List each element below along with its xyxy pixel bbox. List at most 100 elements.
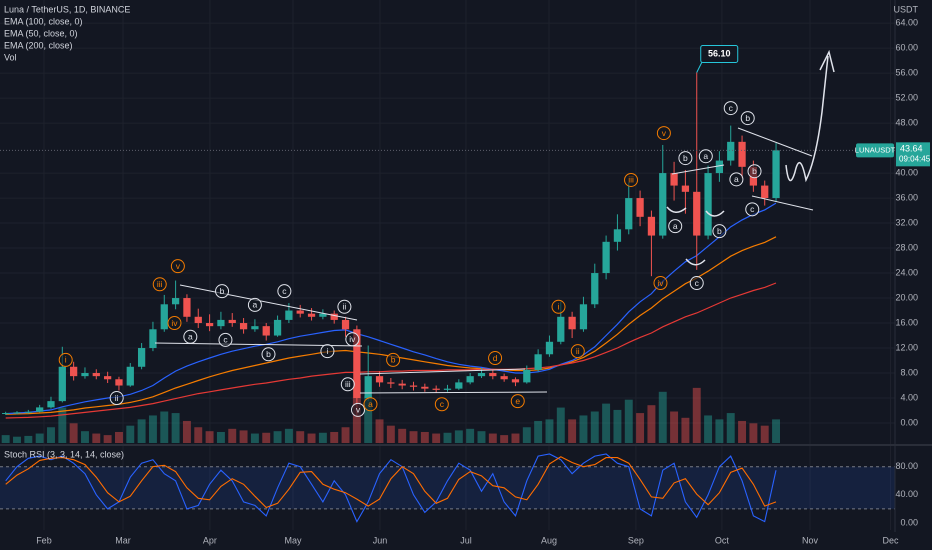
plot-area: [0, 72, 895, 523]
volume-bar: [103, 435, 112, 443]
wave-label-circle: [351, 402, 365, 417]
candle-body: [681, 185, 690, 192]
candle-body: [24, 411, 32, 413]
arrow-head: [819, 49, 835, 73]
wave-label-circle: [723, 101, 738, 116]
candle-body: [2, 413, 10, 415]
candle-body: [92, 373, 100, 377]
candle-body: [364, 376, 372, 399]
wave-label: iii: [628, 175, 634, 185]
volume-bar: [58, 407, 67, 443]
x-tick-label: May: [284, 535, 302, 545]
candle-body: [432, 388, 440, 390]
wave-label: b: [745, 113, 750, 123]
labels: 0.00 4.00 8.00 12.00 16.00 20.00 24.00 28.00 32.…: [36, 17, 930, 545]
volume-bar: [466, 428, 475, 443]
candle-body: [727, 141, 735, 161]
wave-label-circle: [745, 202, 760, 217]
candle-body: [772, 150, 780, 199]
y-tick-label: 64.00: [895, 17, 918, 27]
y-tick-label: 56.00: [895, 67, 918, 77]
candle-body: [715, 160, 724, 174]
volume-bar: [556, 407, 565, 443]
volume-bar: [216, 431, 225, 443]
volume-bar: [534, 420, 543, 443]
symbol-tag-label: LUNAUSDT: [855, 145, 896, 154]
wave-label-circle: [345, 332, 360, 347]
volume-bar: [772, 419, 781, 443]
rsi-tick-label: 80.00: [895, 461, 918, 471]
callout-pointer: [696, 62, 703, 73]
volume-bar: [613, 409, 622, 443]
wave-label: b: [220, 286, 225, 296]
candle-body: [228, 319, 236, 324]
wave-label: i: [65, 355, 67, 365]
candle-body: [647, 216, 656, 236]
wave-label-circle: [277, 284, 292, 299]
volume-bar: [658, 391, 667, 443]
volume-bar: [545, 419, 554, 443]
wave-label: i: [558, 302, 560, 312]
candle-body: [81, 373, 89, 377]
wave-label-circle: [698, 149, 713, 164]
wave-label-circle: [363, 397, 378, 412]
candle-body: [183, 298, 191, 317]
candle-body: [523, 369, 531, 383]
callout-box: [700, 44, 739, 63]
ema-line: [5, 282, 777, 419]
volume-bar: [432, 433, 441, 443]
volume-bar: [602, 403, 611, 443]
candle-body: [613, 229, 622, 242]
wave-label: b: [717, 226, 722, 236]
symbol-title: Luna / TetherUS, 1D, BINANCE: [4, 4, 130, 14]
callout-label: 56.10: [708, 48, 731, 58]
volume-bar: [160, 411, 169, 443]
candle-body: [285, 310, 293, 320]
trend-line: [737, 127, 813, 157]
y-tick-label: 0.00: [900, 417, 918, 427]
wave-label-circle: [689, 276, 704, 291]
wave-label-circle: [747, 164, 762, 179]
candle-body: [307, 313, 316, 317]
candle-body: [477, 373, 486, 377]
wave-label-circle: [152, 277, 167, 292]
y-tick-label: 36.00: [895, 192, 918, 202]
volume-bar: [137, 419, 146, 443]
rsi-tick-label: 0.00: [900, 517, 918, 527]
y-tick-label: 52.00: [895, 92, 918, 102]
candle-body: [353, 329, 361, 399]
wave-label-circle: [740, 111, 755, 126]
volume-bar: [568, 419, 577, 443]
wave-label-circle: [320, 344, 335, 359]
x-tick-label: Oct: [715, 535, 730, 545]
volume-bar: [126, 425, 135, 443]
countdown-label: 09:04:45: [899, 154, 931, 163]
arc: [666, 206, 687, 213]
candle-body: [36, 407, 44, 412]
volume-bar: [194, 427, 203, 443]
wave-label: v: [176, 261, 181, 271]
volume-bar: [715, 419, 724, 443]
volume-bar: [477, 431, 486, 443]
wave-label-circle: [678, 151, 693, 166]
volume-bar: [364, 395, 373, 443]
wave-label: a: [734, 174, 739, 184]
candle-body: [670, 173, 678, 186]
x-tick-label: Aug: [541, 535, 557, 545]
wave-label-circle: [668, 219, 683, 234]
stoch-d-line: [5, 456, 777, 509]
wave-label: v: [356, 405, 361, 415]
price-tag: [896, 142, 930, 167]
x-tick-label: Apr: [203, 535, 217, 545]
volume-bar: [488, 433, 497, 443]
wave-label-circle: [261, 347, 276, 362]
candle-body: [738, 141, 746, 167]
wave-label-circle: [247, 297, 262, 312]
candle-body: [659, 173, 667, 236]
wave-label: iii: [157, 279, 163, 289]
volume-bar: [704, 415, 713, 443]
candle-body: [704, 173, 712, 236]
symbol-tag: [856, 143, 894, 158]
x-tick-label: Jul: [460, 535, 472, 545]
candle-body: [126, 366, 134, 386]
